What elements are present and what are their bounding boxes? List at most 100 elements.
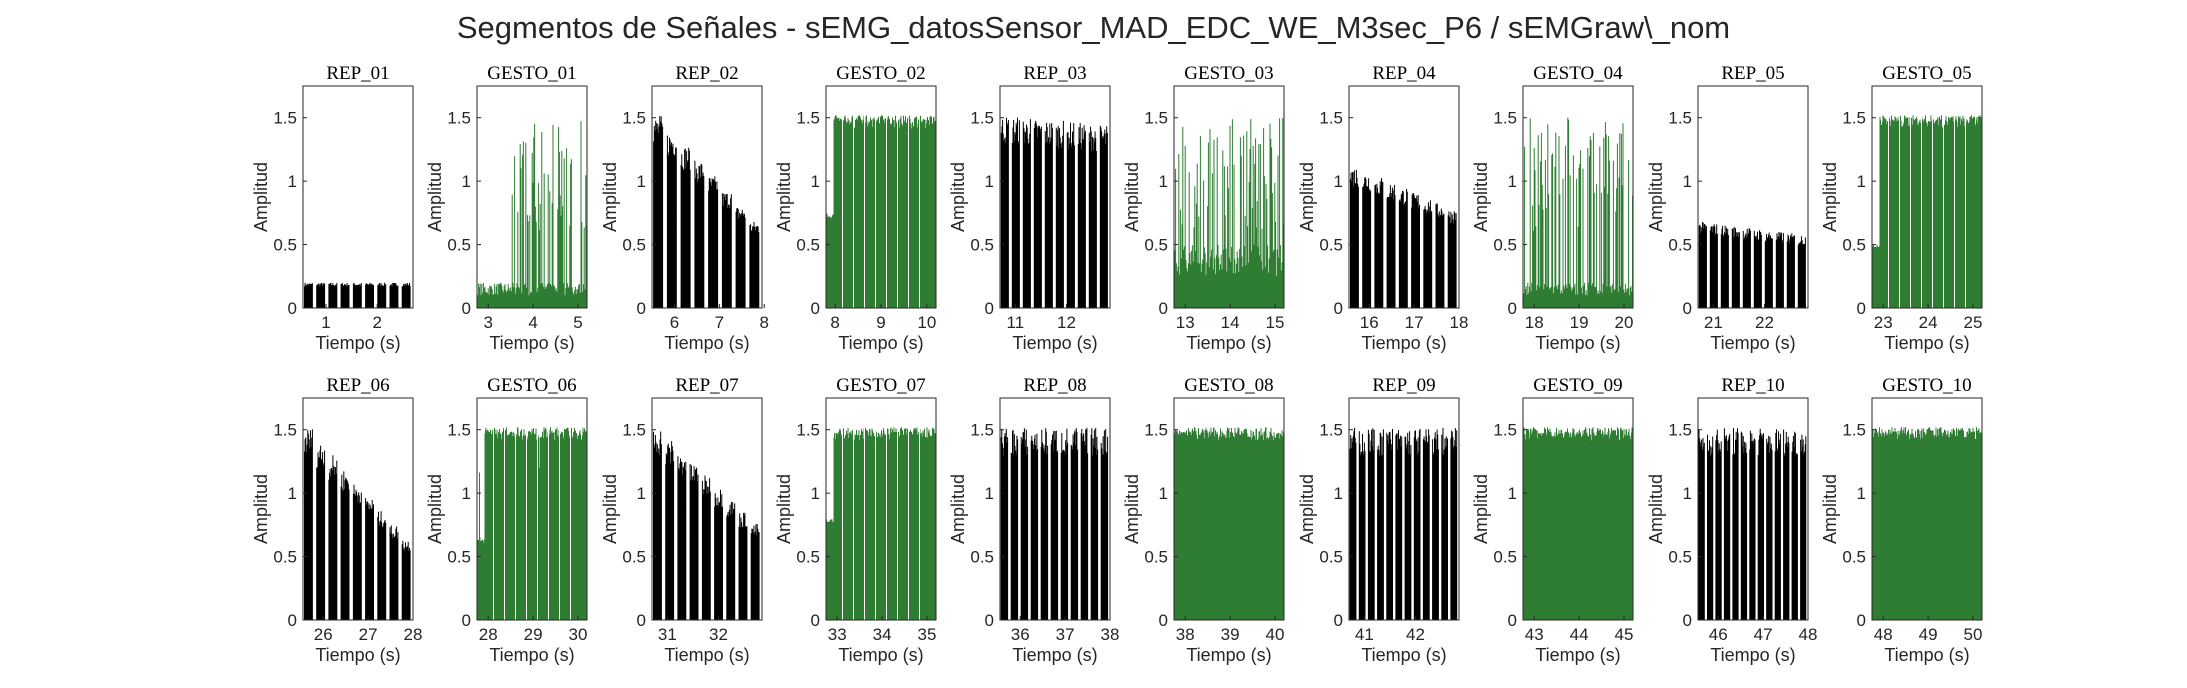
y-axis-label: Amplitud: [1646, 162, 1666, 232]
y-tick-label: 0.5: [1144, 548, 1168, 567]
y-tick-label: 0: [462, 299, 471, 318]
y-tick-label: 1.5: [447, 109, 471, 128]
y-tick-label: 0.5: [447, 236, 471, 255]
x-tick-label: 18: [1525, 313, 1544, 332]
x-tick-label: 18: [1450, 313, 1469, 332]
x-tick-label: 26: [314, 625, 333, 644]
y-tick-label: 1: [1334, 172, 1343, 191]
x-tick-label: 35: [918, 625, 937, 644]
x-axis-label: Tiempo (s): [1186, 333, 1271, 353]
y-tick-label: 1.5: [970, 421, 994, 440]
signal-path: [653, 431, 760, 620]
x-axis-label: Tiempo (s): [664, 645, 749, 665]
subplot-gesto-05: 0 0.5 1 1.5 23 24 25 GESTO_05 Tiempo (s) Amplitud: [1820, 63, 1983, 353]
signal-path: [304, 282, 411, 308]
signal-path: [1174, 118, 1284, 308]
y-tick-label: 0: [1334, 299, 1343, 318]
x-tick-label: 33: [828, 625, 847, 644]
y-tick-label: 0: [1857, 299, 1866, 318]
subplot-gesto-04: 0 0.5 1 1.5 18 19 20 GESTO_04 Tiempo (s) Amplitud: [1471, 63, 1634, 353]
subplot-gesto-10: 0 0.5 1 1.5 48 49 50 GESTO_10 Tiempo (s) Amplitud: [1820, 375, 1983, 665]
axes-box: [651, 397, 763, 621]
axes-box: [1871, 85, 1983, 309]
axes-box: [1173, 85, 1285, 309]
y-tick-label: 1: [288, 484, 297, 503]
y-tick-label: 0.5: [970, 236, 994, 255]
y-tick-label: 1: [985, 484, 994, 503]
subplot-rep-09: 0 0.5 1 1.5 41 42 REP_09 Tiempo (s) Amplitud: [1297, 375, 1460, 665]
axes-box: [651, 85, 763, 309]
y-tick-label: 1: [1508, 484, 1517, 503]
axes-box: [825, 397, 937, 621]
signal-trace: [1872, 86, 1982, 308]
x-tick-label: 23: [1874, 313, 1893, 332]
axes-box: [1522, 85, 1634, 309]
x-tick-label: 45: [1615, 625, 1634, 644]
subplot-rep-06: 0 0.5 1 1.5 26 27 28 REP_06 Tiempo (s) Amplitud: [251, 375, 422, 665]
y-tick-label: 0.5: [447, 548, 471, 567]
x-tick-label: 38: [1101, 625, 1120, 644]
x-tick-label: 30: [569, 625, 588, 644]
subplot-title: REP_08: [1023, 375, 1086, 396]
y-tick-label: 0.5: [273, 236, 297, 255]
x-tick-label: 28: [404, 625, 423, 644]
y-tick-label: 0: [1159, 299, 1168, 318]
y-tick-label: 1.5: [622, 421, 646, 440]
y-tick-label: 1.5: [1144, 421, 1168, 440]
x-tick-label: 28: [479, 625, 498, 644]
signal-trace: [1174, 427, 1284, 620]
subplot-title: GESTO_02: [836, 63, 925, 84]
y-tick-label: 1: [1683, 484, 1692, 503]
signal-trace: [477, 398, 587, 620]
y-tick-label: 0.5: [622, 548, 646, 567]
x-tick-label: 24: [1919, 313, 1938, 332]
y-axis-label: Amplitud: [1122, 162, 1142, 232]
signal-trace: [1349, 427, 1458, 620]
signal-trace: [1350, 169, 1457, 308]
y-axis-label: Amplitud: [1820, 474, 1840, 544]
y-tick-label: 1.5: [970, 109, 994, 128]
x-tick-label: 34: [873, 625, 892, 644]
x-tick-label: 19: [1570, 313, 1589, 332]
y-tick-label: 1: [1857, 484, 1866, 503]
x-tick-label: 36: [1011, 625, 1030, 644]
y-tick-label: 0.5: [1319, 236, 1343, 255]
y-axis-label: Amplitud: [425, 162, 445, 232]
x-tick-label: 25: [1964, 313, 1983, 332]
subplot-title: REP_10: [1721, 375, 1784, 396]
x-tick-label: 32: [709, 625, 728, 644]
subplot-title: REP_09: [1372, 375, 1435, 396]
signal-path: [477, 121, 587, 308]
y-tick-label: 1: [985, 172, 994, 191]
x-tick-label: 12: [1057, 313, 1076, 332]
y-tick-label: 1: [1857, 172, 1866, 191]
subplot-rep-01: 0 0.5 1 1.5 1 2 REP_01 Tiempo (s) Amplitud: [251, 63, 414, 353]
subplot-gesto-08: 0 0.5 1 1.5 38 39 40 GESTO_08 Tiempo (s) Amplitud: [1122, 375, 1285, 665]
y-tick-label: 0.5: [796, 548, 820, 567]
signal-trace: [653, 431, 760, 620]
y-tick-label: 0.5: [1842, 548, 1866, 567]
y-tick-label: 0.5: [1668, 236, 1692, 255]
signal-trace: [1698, 221, 1806, 308]
subplot-title: GESTO_01: [487, 63, 576, 84]
x-tick-label: 41: [1355, 625, 1374, 644]
signal-trace: [304, 282, 411, 308]
y-axis-label: Amplitud: [251, 162, 271, 232]
y-tick-label: 0.5: [796, 236, 820, 255]
x-axis-label: Tiempo (s): [838, 333, 923, 353]
subplot-title: GESTO_04: [1533, 63, 1623, 84]
y-axis-label: Amplitud: [1471, 162, 1491, 232]
x-tick-label: 27: [359, 625, 378, 644]
subplot-gesto-02: 0 0.5 1 1.5 8 9 10 GESTO_02 Tiempo (s) Amplitud: [774, 63, 937, 353]
y-tick-label: 0: [1159, 611, 1168, 630]
y-tick-label: 0.5: [1144, 236, 1168, 255]
y-tick-label: 1.5: [447, 421, 471, 440]
y-axis-label: Amplitud: [1297, 474, 1317, 544]
x-tick-label: 14: [1221, 313, 1240, 332]
signal-trace: [826, 86, 936, 308]
y-axis-label: Amplitud: [1646, 474, 1666, 544]
y-tick-label: 1: [1159, 484, 1168, 503]
x-tick-label: 9: [876, 313, 885, 332]
y-axis-label: Amplitud: [600, 474, 620, 544]
